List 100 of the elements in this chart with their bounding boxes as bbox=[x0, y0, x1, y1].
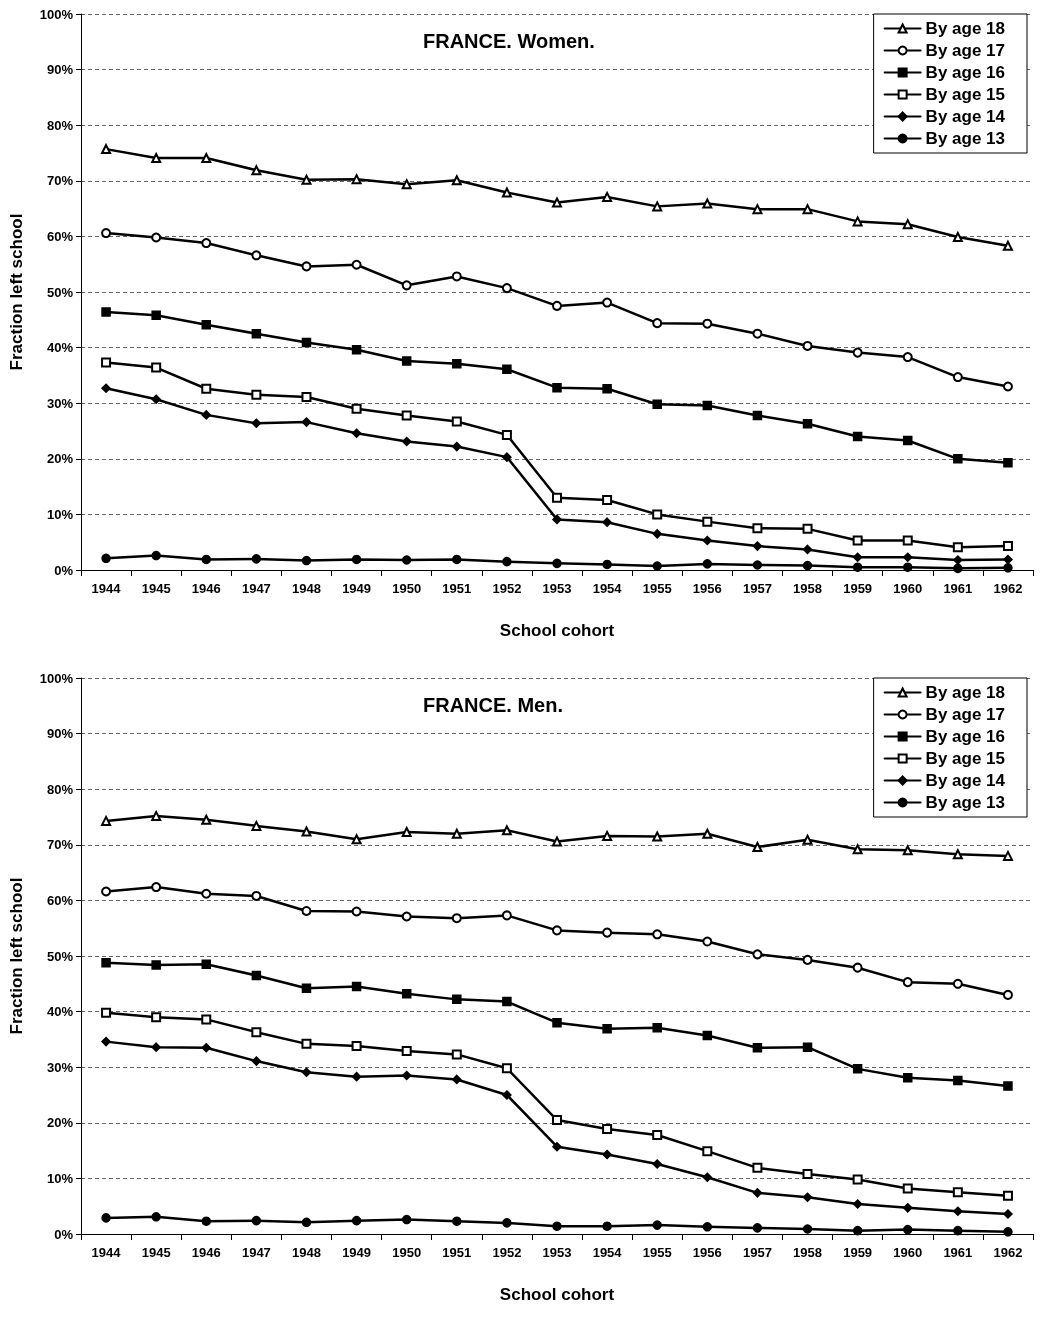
point bbox=[702, 535, 713, 546]
point bbox=[1002, 1190, 1013, 1201]
point bbox=[902, 845, 913, 856]
point bbox=[552, 558, 562, 569]
point bbox=[201, 383, 212, 394]
point bbox=[752, 541, 763, 551]
y-tick-label: 40% bbox=[46, 1004, 74, 1020]
legend-label: By age 16 bbox=[925, 727, 1006, 746]
legend-label: By age 18 bbox=[925, 683, 1006, 702]
point bbox=[301, 555, 312, 566]
point bbox=[552, 514, 562, 525]
point bbox=[702, 1030, 713, 1041]
point bbox=[602, 1123, 613, 1134]
point bbox=[151, 1012, 162, 1023]
point bbox=[1002, 381, 1013, 392]
point bbox=[802, 1224, 813, 1234]
x-tick-label: 1960 bbox=[893, 1245, 923, 1260]
point bbox=[652, 318, 663, 329]
point bbox=[752, 1162, 763, 1173]
point bbox=[903, 1224, 913, 1235]
x-tick-label: 1957 bbox=[742, 1245, 772, 1260]
point bbox=[201, 554, 212, 565]
point bbox=[903, 562, 913, 572]
point bbox=[552, 197, 562, 208]
legend-label: By age 14 bbox=[925, 771, 1006, 790]
point bbox=[702, 1222, 713, 1232]
x-tick-label: 1944 bbox=[91, 581, 122, 596]
x-tick-label: 1947 bbox=[241, 581, 271, 596]
point bbox=[802, 1192, 813, 1203]
point bbox=[652, 529, 662, 539]
point bbox=[101, 383, 111, 393]
point bbox=[1002, 989, 1013, 1000]
point bbox=[101, 1213, 111, 1223]
point bbox=[702, 318, 713, 329]
point bbox=[201, 320, 212, 330]
point bbox=[451, 913, 462, 924]
point bbox=[953, 1206, 963, 1216]
point bbox=[852, 552, 863, 562]
point bbox=[702, 1172, 713, 1183]
point bbox=[602, 559, 612, 570]
point bbox=[101, 886, 112, 897]
point bbox=[652, 1022, 662, 1033]
point bbox=[602, 1024, 612, 1034]
point bbox=[802, 560, 813, 571]
point bbox=[552, 300, 562, 311]
y-tick-label: 10% bbox=[46, 1170, 74, 1186]
y-tick-label: 100% bbox=[39, 670, 74, 686]
point bbox=[301, 417, 312, 427]
point bbox=[702, 1146, 713, 1157]
point bbox=[351, 554, 362, 565]
point bbox=[151, 362, 162, 373]
x-tick-label: 1957 bbox=[742, 581, 772, 596]
point bbox=[952, 231, 963, 242]
point bbox=[151, 550, 161, 561]
point bbox=[652, 201, 663, 212]
point bbox=[802, 204, 813, 215]
point bbox=[401, 1214, 412, 1225]
point bbox=[802, 523, 813, 534]
y-tick-label: 80% bbox=[46, 781, 74, 797]
point bbox=[301, 174, 312, 185]
point bbox=[451, 416, 462, 427]
y-tick-label: 30% bbox=[46, 395, 74, 411]
x-tick-label: 1953 bbox=[542, 581, 572, 596]
x-tick-label: 1962 bbox=[993, 1245, 1023, 1260]
point bbox=[351, 834, 362, 845]
point bbox=[1003, 457, 1013, 468]
x-tick-label: 1959 bbox=[843, 1245, 873, 1260]
point bbox=[101, 1036, 111, 1047]
point bbox=[652, 1130, 663, 1141]
point bbox=[902, 1183, 913, 1194]
y-tick-label: 50% bbox=[46, 948, 74, 964]
point bbox=[752, 1042, 763, 1053]
x-tick-label: 1961 bbox=[943, 581, 973, 596]
point bbox=[101, 1007, 112, 1018]
point bbox=[151, 882, 162, 893]
y-tick-label: 60% bbox=[46, 228, 74, 244]
point bbox=[401, 280, 412, 291]
point bbox=[953, 555, 963, 565]
y-tick-label: 90% bbox=[46, 62, 74, 78]
y-tick-label: 10% bbox=[46, 506, 74, 522]
point bbox=[101, 553, 111, 564]
point bbox=[251, 554, 262, 564]
point bbox=[201, 1216, 212, 1226]
legend-label: By age 13 bbox=[925, 793, 1006, 812]
point bbox=[301, 1038, 312, 1049]
point bbox=[301, 261, 312, 272]
y-tick-label: 30% bbox=[46, 1059, 74, 1075]
y-tick-label: 0% bbox=[54, 562, 74, 578]
x-tick-label: 1955 bbox=[642, 1245, 672, 1260]
point bbox=[501, 1063, 512, 1074]
point bbox=[752, 523, 763, 534]
point bbox=[852, 535, 863, 546]
point bbox=[151, 310, 161, 321]
point bbox=[351, 1041, 362, 1052]
y-tick-label: 20% bbox=[46, 1115, 74, 1131]
point bbox=[451, 175, 462, 186]
point bbox=[752, 949, 763, 960]
point bbox=[852, 431, 863, 442]
point bbox=[552, 382, 562, 393]
x-tick-label: 1951 bbox=[442, 1245, 472, 1260]
